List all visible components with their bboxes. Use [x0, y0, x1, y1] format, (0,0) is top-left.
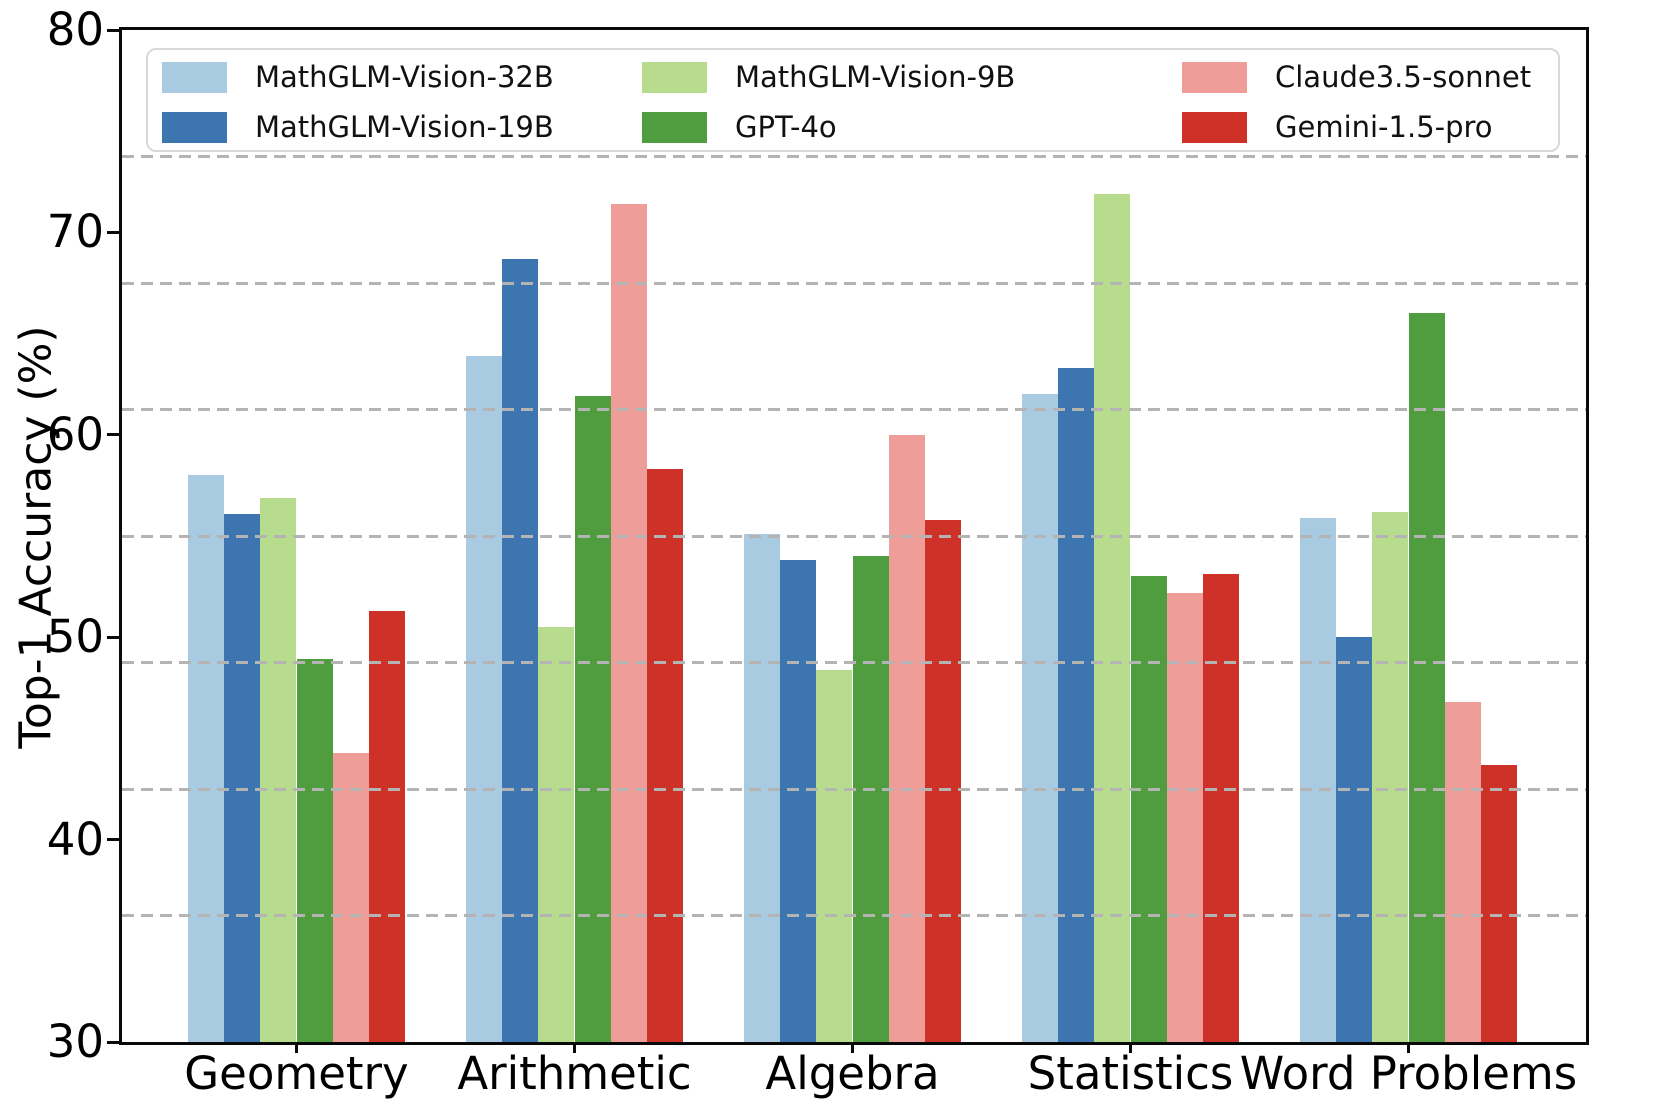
bar-mathglm-vision-9b-algebra: [816, 669, 853, 1042]
bar-mathglm-vision-9b-geometry: [260, 497, 297, 1042]
y-axis-label: Top-1 Accuracy (%): [10, 325, 62, 749]
legend-swatch-mathglm-vision-32b: [162, 61, 227, 93]
legend-item: MathGLM-Vision-19B: [162, 109, 554, 145]
x-tick-mark: [573, 1042, 576, 1053]
bar-gpt-4o-word-problems: [1408, 313, 1445, 1042]
bar-mathglm-vision-9b-word-problems: [1372, 511, 1409, 1042]
gridline: [122, 534, 1586, 538]
y-tick-mark: [107, 28, 122, 32]
bar-mathglm-vision-19b-algebra: [780, 560, 817, 1042]
legend-label: MathGLM-Vision-9B: [735, 60, 1016, 94]
bar-mathglm-vision-32b-arithmetic: [466, 355, 503, 1042]
y-tick-mark: [107, 838, 122, 842]
bar-gpt-4o-arithmetic: [574, 396, 611, 1042]
bar-gemini-1-5-pro-geometry: [368, 610, 405, 1042]
y-tick-label: 50: [46, 610, 104, 664]
legend-swatch-gpt-4o: [642, 111, 707, 143]
bar-claude3-5-sonnet-arithmetic: [610, 204, 647, 1042]
y-tick-label: 30: [46, 1015, 104, 1068]
bar-claude3-5-sonnet-word-problems: [1444, 701, 1481, 1042]
gridline: [122, 661, 1586, 664]
legend-label: GPT-4o: [735, 110, 837, 144]
y-tick-mark: [107, 635, 122, 639]
bar-mathglm-vision-32b-statistics: [1022, 394, 1059, 1042]
legend: MathGLM-Vision-32B MathGLM-Vision-19B Math…: [146, 48, 1560, 152]
legend-swatch-mathglm-vision-19b: [162, 111, 227, 143]
bar-gemini-1-5-pro-word-problems: [1480, 764, 1517, 1042]
x-tick-mark: [851, 1042, 854, 1053]
y-tick-mark: [107, 230, 122, 234]
bar-gemini-1-5-pro-statistics: [1202, 574, 1239, 1042]
legend-label: Claude3.5-sonnet: [1275, 60, 1532, 94]
legend-item: Claude3.5-sonnet: [1182, 59, 1531, 95]
bar-gpt-4o-statistics: [1130, 576, 1167, 1042]
bar-mathglm-vision-9b-arithmetic: [538, 627, 575, 1042]
bar-claude3-5-sonnet-algebra: [888, 434, 925, 1042]
x-category-label: Statistics: [1027, 1047, 1234, 1100]
y-tick-label: 40: [46, 812, 104, 866]
x-category-label: Geometry: [184, 1047, 409, 1100]
gridline: [122, 281, 1586, 285]
bar-mathglm-vision-19b-statistics: [1058, 368, 1095, 1042]
bar-gpt-4o-algebra: [852, 556, 889, 1042]
bar-claude3-5-sonnet-statistics: [1166, 592, 1203, 1042]
plot-area: [119, 27, 1589, 1045]
legend-label: MathGLM-Vision-32B: [255, 60, 554, 94]
bar-mathglm-vision-32b-geometry: [188, 475, 225, 1042]
y-tick-mark: [107, 1040, 122, 1044]
legend-item: MathGLM-Vision-32B: [162, 59, 554, 95]
x-tick-mark: [295, 1042, 298, 1053]
gridline: [122, 408, 1586, 411]
legend-label: MathGLM-Vision-19B: [255, 110, 554, 144]
gridline: [122, 914, 1586, 917]
legend-swatch-claude3-5-sonnet: [1182, 61, 1247, 93]
bar-gemini-1-5-pro-algebra: [924, 519, 961, 1042]
legend-label: Gemini-1.5-pro: [1275, 110, 1493, 144]
legend-swatch-gemini-1-5-pro: [1182, 111, 1247, 143]
bar-mathglm-vision-9b-statistics: [1094, 193, 1131, 1042]
legend-item: Gemini-1.5-pro: [1182, 109, 1493, 145]
y-tick-mark: [107, 433, 122, 437]
x-category-label: Word Problems: [1239, 1047, 1578, 1100]
x-category-label: Algebra: [765, 1047, 940, 1100]
legend-swatch-mathglm-vision-9b: [642, 61, 707, 93]
bar-mathglm-vision-19b-arithmetic: [502, 258, 539, 1042]
gridline: [122, 155, 1586, 158]
bar-mathglm-vision-32b-word-problems: [1300, 517, 1337, 1042]
y-tick-label: 70: [46, 205, 104, 259]
y-tick-label: 60: [46, 407, 104, 461]
x-tick-mark: [1407, 1042, 1410, 1053]
bar-claude3-5-sonnet-geometry: [332, 752, 369, 1042]
bar-gemini-1-5-pro-arithmetic: [646, 469, 683, 1042]
x-tick-mark: [1129, 1042, 1132, 1053]
legend-item: GPT-4o: [642, 109, 837, 145]
y-tick-label: 80: [46, 3, 104, 56]
x-category-label: Arithmetic: [457, 1047, 692, 1100]
legend-item: MathGLM-Vision-9B: [642, 59, 1015, 95]
bar-mathglm-vision-19b-geometry: [224, 513, 261, 1042]
gridline: [122, 787, 1586, 791]
bar-mathglm-vision-19b-word-problems: [1336, 637, 1373, 1042]
bar-gpt-4o-geometry: [296, 659, 333, 1042]
